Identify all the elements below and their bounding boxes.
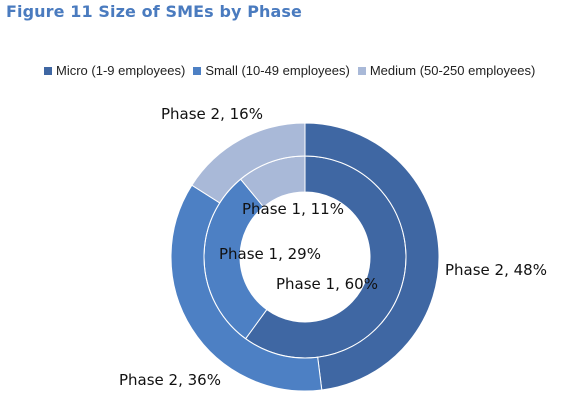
data-label-outer-medium: Phase 2, 16% [161, 105, 263, 123]
legend-item-micro: Micro (1-9 employees) [44, 63, 185, 78]
figure-title: Figure 11 Size of SMEs by Phase [6, 2, 302, 21]
data-label-outer-small: Phase 2, 36% [119, 371, 221, 389]
data-label-inner-small: Phase 1, 29% [219, 245, 321, 263]
legend-label-small: Small (10-49 employees) [205, 63, 350, 78]
legend-label-micro: Micro (1-9 employees) [56, 63, 186, 78]
legend-swatch-micro [44, 66, 52, 75]
data-label-inner-micro: Phase 1, 60% [276, 275, 378, 293]
legend-label-medium: Medium (50-250 employees) [369, 63, 536, 78]
ring-separator [203, 155, 407, 359]
legend-swatch-small [193, 66, 202, 75]
chart-legend: Micro (1-9 employees) Small (10-49 emplo… [44, 63, 543, 78]
data-label-inner-medium: Phase 1, 11% [242, 200, 344, 218]
data-label-outer-micro: Phase 2, 48% [445, 261, 547, 279]
legend-item-medium: Medium (50-250 employees) [357, 63, 536, 78]
slices-group [170, 122, 440, 392]
legend-swatch-medium [357, 66, 366, 75]
labels-group: Phase 1, 60% Phase 1, 29% Phase 1, 11% Phas… [119, 105, 547, 389]
legend-item-small: Small (10-49 employees) [193, 63, 350, 78]
